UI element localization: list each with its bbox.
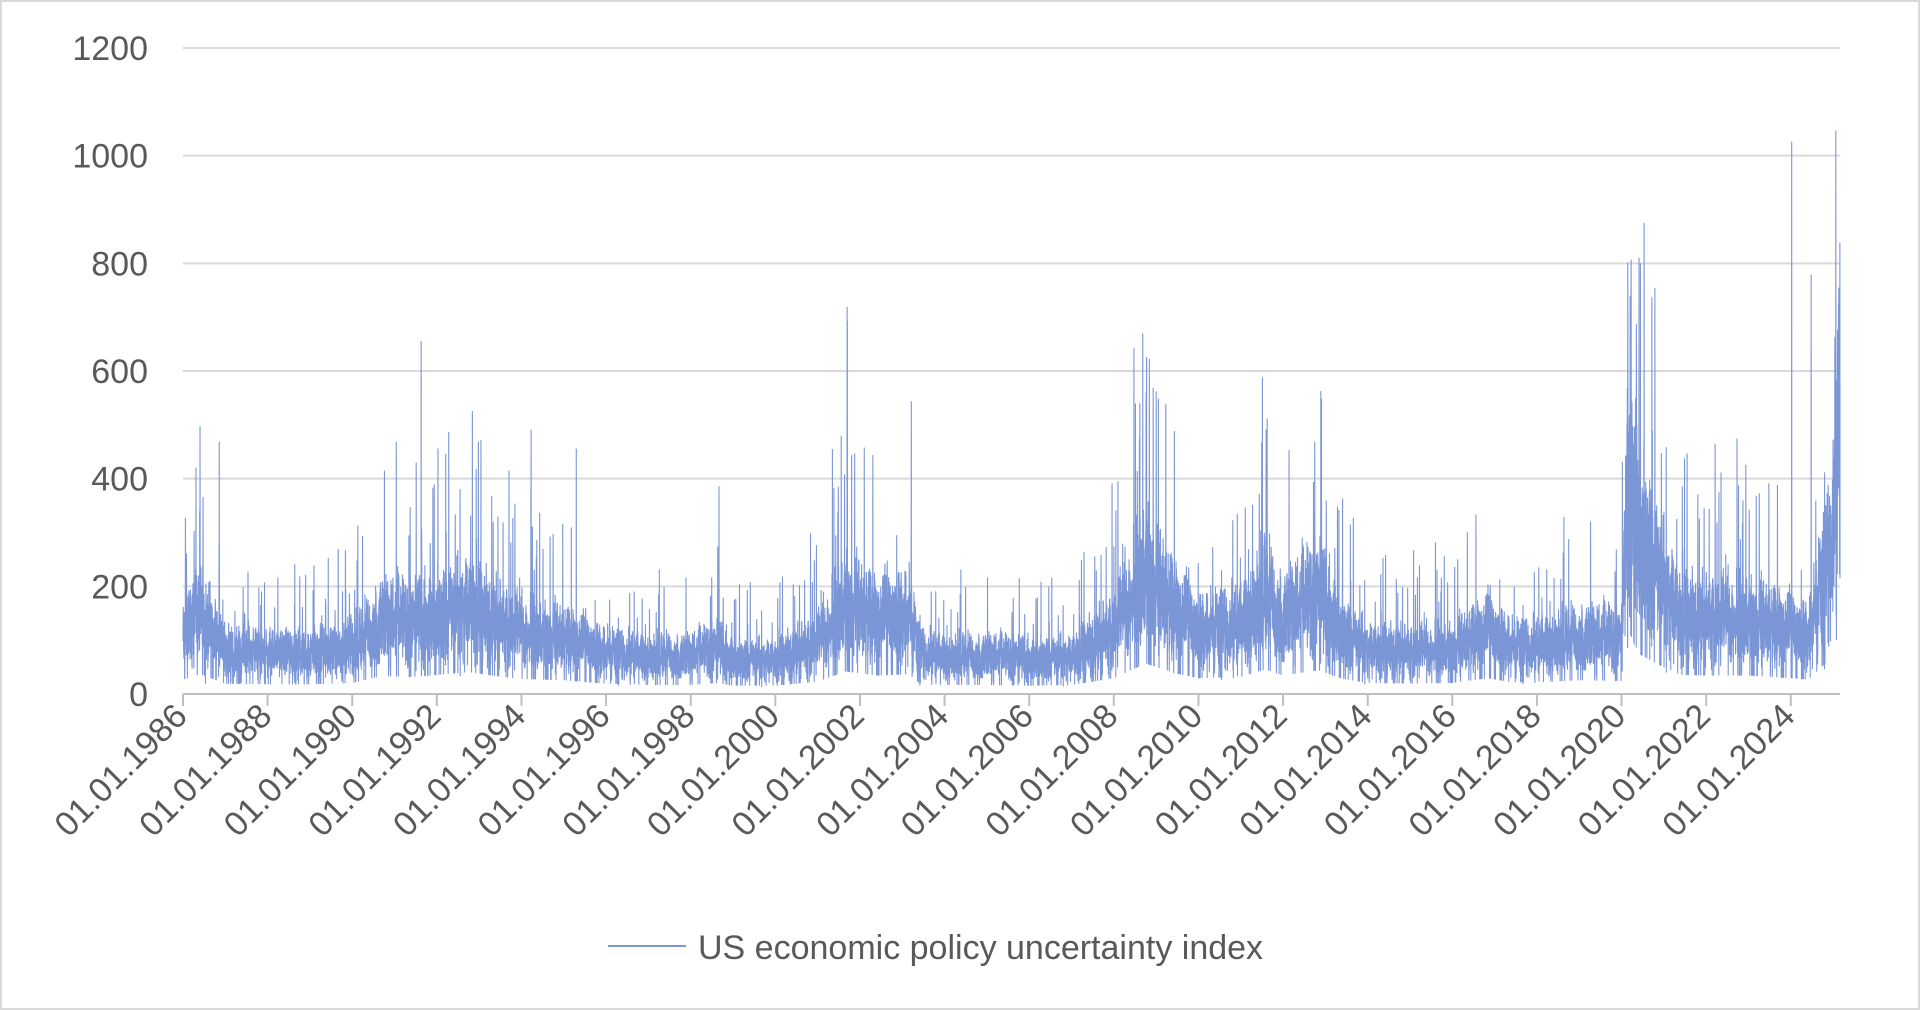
y-tick-label: 1200 [72, 30, 148, 68]
gridlines [183, 47, 1840, 695]
y-tick-label: 1000 [72, 138, 148, 176]
y-tick-label: 800 [91, 245, 148, 283]
x-axis: 01.01.198601.01.198801.01.199001.01.1992… [47, 694, 1802, 844]
y-axis: 0 200 400 600 800 1000 1200 [72, 30, 148, 714]
y-tick-label: 0 [129, 676, 148, 714]
series-line-us-epu [182, 130, 1841, 688]
y-tick-label: 200 [91, 568, 148, 606]
series-layer [182, 130, 1841, 688]
legend-label: US economic policy uncertainty index [698, 929, 1263, 967]
legend: US economic policy uncertainty index [608, 929, 1263, 967]
y-tick-label: 600 [91, 353, 148, 391]
y-tick-label: 400 [91, 461, 148, 499]
